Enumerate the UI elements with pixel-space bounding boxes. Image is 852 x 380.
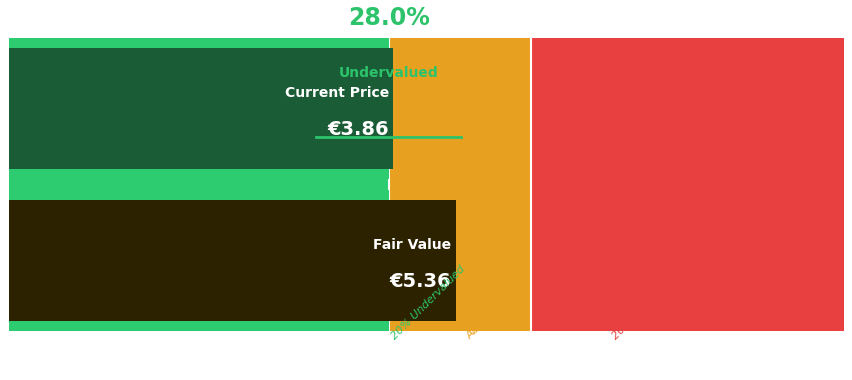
Text: Fair Value: Fair Value: [373, 238, 451, 252]
Bar: [9, 200, 455, 321]
Text: 20% Overvalued: 20% Overvalued: [610, 269, 682, 342]
Text: Undervalued: Undervalued: [338, 66, 438, 80]
Bar: [9, 38, 389, 331]
Text: About Right: About Right: [463, 288, 517, 342]
Bar: [530, 38, 843, 331]
Text: €5.36: €5.36: [389, 272, 451, 291]
Bar: [9, 48, 393, 169]
Text: €3.86: €3.86: [327, 120, 389, 139]
Text: Current Price: Current Price: [285, 86, 389, 100]
Text: 20% Undervalued: 20% Undervalued: [389, 264, 466, 342]
Bar: [9, 38, 389, 179]
Text: 28.0%: 28.0%: [348, 6, 429, 30]
Bar: [9, 190, 389, 331]
Bar: [389, 38, 531, 331]
